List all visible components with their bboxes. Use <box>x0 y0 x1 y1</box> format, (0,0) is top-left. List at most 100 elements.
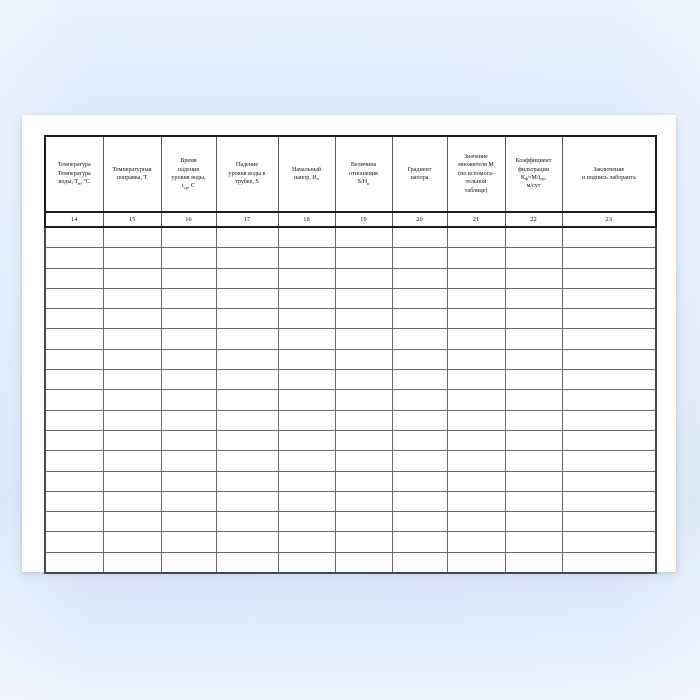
table-cell-empty[interactable] <box>504 226 563 249</box>
table-cell-empty[interactable] <box>215 287 279 310</box>
table-cell-empty[interactable] <box>561 287 657 310</box>
table-cell-empty[interactable] <box>334 226 393 249</box>
table-cell-empty[interactable] <box>44 328 104 350</box>
table-cell-empty[interactable] <box>277 409 336 431</box>
table-cell-empty[interactable] <box>504 531 563 553</box>
table-cell-empty[interactable] <box>446 531 506 553</box>
table-cell-empty[interactable] <box>277 531 336 553</box>
table-cell-empty[interactable] <box>277 328 336 350</box>
table-cell-empty[interactable] <box>334 409 393 431</box>
table-cell-empty[interactable] <box>44 369 104 391</box>
table-cell-empty[interactable] <box>160 369 217 391</box>
table-cell-empty[interactable] <box>391 267 448 289</box>
table-cell-empty[interactable] <box>102 389 162 411</box>
table-cell-empty[interactable] <box>160 389 217 411</box>
table-cell-empty[interactable] <box>446 490 506 513</box>
table-cell-empty[interactable] <box>334 511 393 533</box>
table-cell-empty[interactable] <box>277 247 336 269</box>
table-cell-empty[interactable] <box>277 470 336 492</box>
table-cell-empty[interactable] <box>215 490 279 513</box>
table-cell-empty[interactable] <box>504 490 563 513</box>
table-cell-empty[interactable] <box>504 369 563 391</box>
table-cell-empty[interactable] <box>215 328 279 350</box>
table-cell-empty[interactable] <box>44 551 104 575</box>
table-cell-empty[interactable] <box>44 389 104 411</box>
table-cell-empty[interactable] <box>160 267 217 289</box>
table-cell-empty[interactable] <box>504 429 563 452</box>
table-cell-empty[interactable] <box>102 348 162 371</box>
table-cell-empty[interactable] <box>504 328 563 350</box>
table-cell-empty[interactable] <box>334 389 393 411</box>
table-cell-empty[interactable] <box>561 267 657 289</box>
table-cell-empty[interactable] <box>215 531 279 553</box>
table-cell-empty[interactable] <box>391 409 448 431</box>
table-cell-empty[interactable] <box>391 450 448 472</box>
table-cell-empty[interactable] <box>44 287 104 310</box>
table-cell-empty[interactable] <box>446 369 506 391</box>
table-cell-empty[interactable] <box>446 226 506 249</box>
table-cell-empty[interactable] <box>277 226 336 249</box>
table-cell-empty[interactable] <box>160 490 217 513</box>
table-cell-empty[interactable] <box>160 429 217 452</box>
table-cell-empty[interactable] <box>160 551 217 575</box>
table-cell-empty[interactable] <box>334 348 393 371</box>
table-cell-empty[interactable] <box>561 470 657 492</box>
table-cell-empty[interactable] <box>215 429 279 452</box>
table-cell-empty[interactable] <box>391 308 448 330</box>
table-cell-empty[interactable] <box>102 308 162 330</box>
table-cell-empty[interactable] <box>215 308 279 330</box>
table-cell-empty[interactable] <box>561 369 657 391</box>
table-cell-empty[interactable] <box>44 226 104 249</box>
table-cell-empty[interactable] <box>160 409 217 431</box>
table-cell-empty[interactable] <box>44 490 104 513</box>
table-cell-empty[interactable] <box>446 470 506 492</box>
table-cell-empty[interactable] <box>561 450 657 472</box>
table-cell-empty[interactable] <box>102 470 162 492</box>
table-cell-empty[interactable] <box>334 470 393 492</box>
table-cell-empty[interactable] <box>391 369 448 391</box>
table-cell-empty[interactable] <box>44 470 104 492</box>
table-cell-empty[interactable] <box>334 287 393 310</box>
table-cell-empty[interactable] <box>277 450 336 472</box>
table-cell-empty[interactable] <box>561 531 657 553</box>
table-cell-empty[interactable] <box>102 267 162 289</box>
table-cell-empty[interactable] <box>102 490 162 513</box>
table-cell-empty[interactable] <box>102 450 162 472</box>
table-cell-empty[interactable] <box>160 308 217 330</box>
table-cell-empty[interactable] <box>215 369 279 391</box>
table-cell-empty[interactable] <box>215 226 279 249</box>
table-cell-empty[interactable] <box>44 429 104 452</box>
table-cell-empty[interactable] <box>391 389 448 411</box>
table-cell-empty[interactable] <box>277 429 336 452</box>
table-cell-empty[interactable] <box>160 287 217 310</box>
table-cell-empty[interactable] <box>391 429 448 452</box>
table-cell-empty[interactable] <box>391 348 448 371</box>
table-cell-empty[interactable] <box>504 389 563 411</box>
table-cell-empty[interactable] <box>504 348 563 371</box>
table-cell-empty[interactable] <box>277 267 336 289</box>
table-cell-empty[interactable] <box>446 348 506 371</box>
table-cell-empty[interactable] <box>215 389 279 411</box>
table-cell-empty[interactable] <box>561 247 657 269</box>
table-cell-empty[interactable] <box>446 328 506 350</box>
table-cell-empty[interactable] <box>504 247 563 269</box>
table-cell-empty[interactable] <box>446 551 506 575</box>
table-cell-empty[interactable] <box>561 490 657 513</box>
table-cell-empty[interactable] <box>561 389 657 411</box>
table-cell-empty[interactable] <box>44 267 104 289</box>
table-cell-empty[interactable] <box>102 429 162 452</box>
table-cell-empty[interactable] <box>504 409 563 431</box>
table-cell-empty[interactable] <box>160 450 217 472</box>
table-cell-empty[interactable] <box>561 308 657 330</box>
table-cell-empty[interactable] <box>334 450 393 472</box>
table-cell-empty[interactable] <box>561 226 657 249</box>
table-cell-empty[interactable] <box>44 308 104 330</box>
table-cell-empty[interactable] <box>102 369 162 391</box>
table-cell-empty[interactable] <box>446 450 506 472</box>
table-cell-empty[interactable] <box>277 287 336 310</box>
table-cell-empty[interactable] <box>334 267 393 289</box>
table-cell-empty[interactable] <box>44 409 104 431</box>
table-cell-empty[interactable] <box>504 450 563 472</box>
table-cell-empty[interactable] <box>102 551 162 575</box>
table-cell-empty[interactable] <box>446 308 506 330</box>
